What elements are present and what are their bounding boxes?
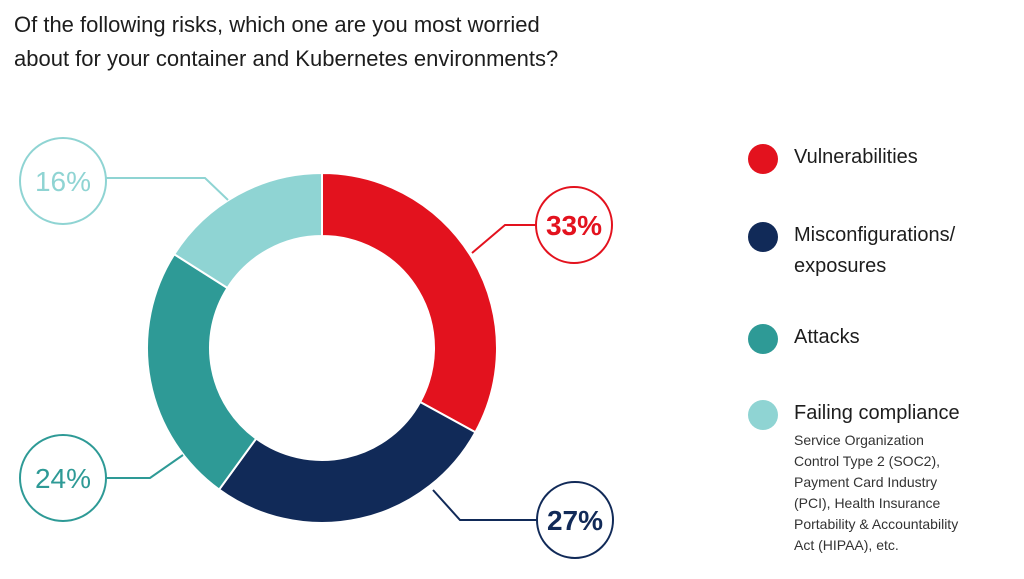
chart-title: Of the following risks, which one are yo…: [14, 8, 654, 76]
chart-title-line-2: about for your container and Kubernetes …: [14, 46, 559, 71]
legend-swatch-misconfigurations: [748, 222, 778, 252]
legend-sub-line-2: Control Type 2 (SOC2),: [794, 453, 941, 469]
chart-title-line-1: Of the following risks, which one are yo…: [14, 12, 540, 37]
data-label-1: 27%: [547, 505, 603, 536]
donut-slice-2: [146, 252, 258, 491]
callout-bubble-1: [536, 481, 614, 559]
callout-line-1: [432, 489, 537, 521]
data-label-2: 24%: [35, 463, 91, 494]
legend-sub-line-5: Portability & Accountability: [794, 516, 959, 532]
callout-bubble-2: [19, 434, 107, 522]
legend-label-attacks: Attacks: [794, 326, 860, 348]
legend-label-vulnerabilities: Vulnerabilities: [794, 146, 918, 168]
legend-label-misconfigurations-line-2: exposures: [794, 255, 887, 277]
legend-label-misconfigurations-line-1: Misconfigurations/: [794, 224, 956, 246]
callout-line-2: [106, 454, 184, 479]
data-label-3: 16%: [35, 166, 91, 197]
callout-bubble-3: [19, 137, 107, 225]
data-label-0: 33%: [546, 210, 602, 241]
legend-sub-line-1: Service Organization: [794, 432, 924, 448]
callout-line-3: [106, 177, 229, 201]
donut-slice-1: [217, 400, 477, 524]
donut-chart: 33% 27% 24% 16%: [19, 137, 614, 559]
donut-slice-0: [321, 171, 498, 434]
legend-swatch-vulnerabilities: [748, 144, 778, 174]
legend-swatch-failing-compliance: [748, 400, 778, 430]
donut-slice-3: [172, 171, 323, 290]
callout-bubble-0: [535, 186, 613, 264]
legend-sub-line-6: Act (HIPAA), etc.: [794, 537, 899, 553]
callout-line-0: [471, 224, 536, 254]
legend-swatch-attacks: [748, 324, 778, 354]
legend-label-failing-compliance: Failing compliance: [794, 402, 960, 424]
legend-sub-line-4: (PCI), Health Insurance: [794, 495, 941, 511]
legend-sub-line-3: Payment Card Industry: [794, 474, 938, 490]
